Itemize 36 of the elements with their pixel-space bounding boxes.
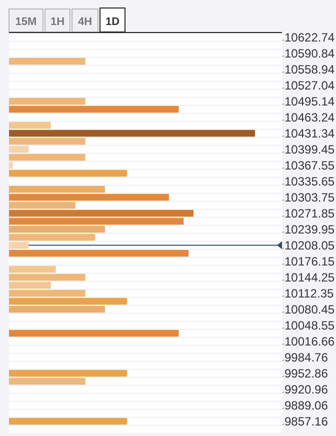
y-tick-label: 10622.74 (284, 30, 335, 44)
y-tick-label: 10590.84 (284, 46, 335, 60)
bar (9, 202, 76, 209)
bar (9, 146, 29, 153)
y-tick-label: 10527.04 (284, 78, 335, 92)
y-tick-label: 10208.05 (284, 238, 335, 252)
y-tick-label: 10558.94 (284, 62, 335, 76)
y-tick-label: 9920.96 (284, 382, 328, 396)
bar (9, 162, 13, 169)
y-tick-label: 10080.45 (284, 302, 335, 316)
y-tick-label: 10271.85 (284, 206, 335, 220)
y-tick-label: 10463.24 (284, 110, 335, 124)
y-tick-label: 9889.06 (284, 398, 328, 412)
y-tick-label: 10335.65 (284, 174, 335, 188)
y-tick-label: 10112.35 (284, 286, 334, 300)
y-tick-label: 10399.45 (284, 142, 335, 156)
bar (9, 282, 51, 289)
bar (9, 242, 29, 249)
y-tick-label: 9952.86 (284, 366, 328, 380)
y-tick-label: 10016.66 (284, 334, 335, 348)
y-tick-label: 10176.15 (284, 254, 335, 268)
bar (9, 122, 51, 129)
text: 1H (50, 16, 65, 28)
y-tick-label: 9857.16 (284, 414, 328, 428)
y-tick-label: 10144.25 (284, 270, 335, 284)
y-tick-label: 10239.95 (284, 222, 335, 236)
y-tick-label: 10303.75 (284, 190, 335, 204)
text: 4H (78, 16, 92, 28)
y-tick-label: 10495.14 (284, 94, 335, 108)
y-tick-label: 10048.55 (284, 318, 335, 332)
text: 15M (15, 16, 37, 28)
y-tick-label: 10431.34 (284, 126, 335, 140)
y-tick-label: 9984.76 (284, 350, 328, 364)
text: 1D (105, 16, 120, 28)
y-tick-label: 10367.55 (284, 158, 335, 172)
bar (9, 266, 56, 273)
